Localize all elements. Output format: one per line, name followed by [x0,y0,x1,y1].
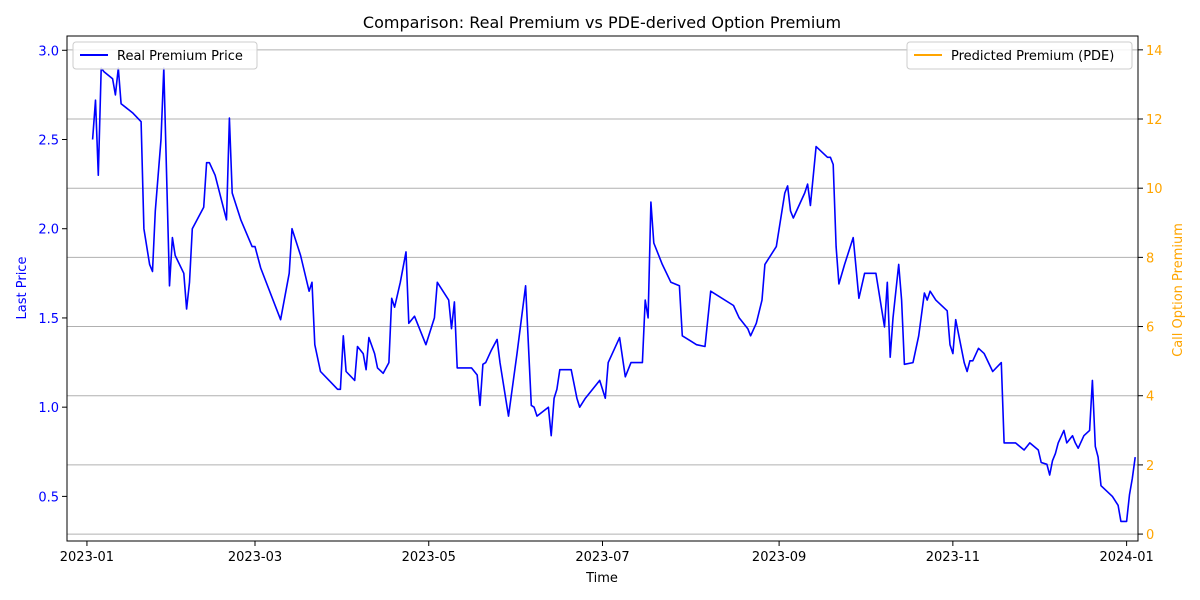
real-premium-line [91,67,1136,523]
x-tick-label: 2024-01 [1099,550,1153,565]
legend-right-box [906,41,1133,70]
y-right-tick-label: 14 [1146,44,1163,59]
y-left-tick-label: 3.0 [38,44,59,59]
y-left-tick-label: 2.5 [38,133,59,148]
y-axis-left: 0.5 1.0 1.5 2.0 2.5 3.0 [38,44,67,505]
x-tick-label: 2023-01 [60,550,114,565]
legend-right: Predicted Premium (PDE) [906,41,1133,70]
chart-title: Comparison: Real Premium vs PDE-derived … [363,13,841,32]
x-tick-label: 2023-09 [752,550,806,565]
y-axis-left-label: Last Price [15,257,30,320]
x-axis: 2023-01 2023-03 2023-05 2023-07 2023-09 2023-… [60,541,1154,565]
x-tick-label: 2023-05 [402,550,456,565]
legend-left: Real Premium Price [72,41,258,70]
y-left-tick-label: 1.5 [38,312,59,327]
x-tick-label: 2023-03 [228,550,282,565]
legend-label-real: Real Premium Price [117,49,243,64]
y-left-tick-label: 1.0 [38,401,59,416]
y-right-tick-label: 0 [1146,528,1154,543]
legend-label-predicted: Predicted Premium (PDE) [951,49,1114,64]
x-tick-label: 2023-11 [926,550,980,565]
y-left-tick-label: 2.0 [38,223,59,238]
y-right-tick-label: 4 [1146,390,1154,405]
y-right-tick-label: 12 [1146,113,1163,128]
legend-left-box [72,41,258,70]
y-left-tick-label: 0.5 [38,490,59,505]
y-axis-right-label: Call Option Premium [1171,223,1186,357]
y-axis-right: 0 2 4 6 8 10 12 14 [1138,44,1163,543]
y-right-tick-label: 6 [1146,321,1154,336]
y-right-tick-label: 8 [1146,251,1154,266]
series-lines [91,67,1136,523]
x-tick-label: 2023-07 [575,550,629,565]
y-right-tick-label: 2 [1146,459,1154,474]
y-right-tick-label: 10 [1146,182,1163,197]
x-axis-label: Time [585,571,618,586]
grid-lines [67,49,1138,535]
